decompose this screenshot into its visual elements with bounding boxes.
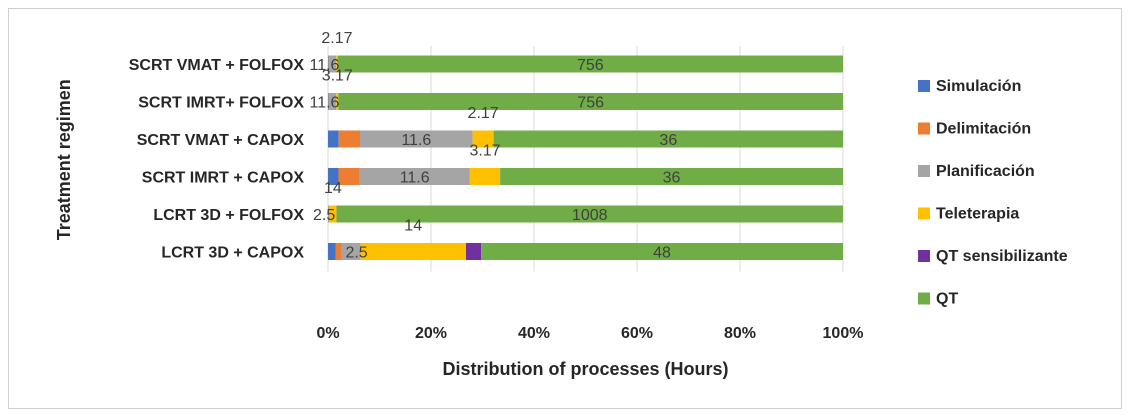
data-label: 3.17 [469, 143, 500, 160]
legend-swatch [918, 80, 930, 92]
data-label: 14 [324, 180, 342, 197]
bar-segment-qt [337, 55, 843, 73]
bar-segment-qt [336, 205, 843, 223]
bar-segment-delimitación [335, 243, 342, 260]
bar-segment-qt [493, 130, 843, 148]
x-tick-label: 0% [316, 325, 339, 342]
bar-segment-delimitación [338, 168, 360, 185]
category-labels: SCRT VMAT + FOLFOX SCRT IMRT+ FOLFOX SCRT … [129, 57, 305, 262]
legend-label: QT sensibilizante [936, 248, 1068, 265]
bar-segment-simulación [328, 243, 336, 260]
x-tick-label: 80% [724, 325, 756, 342]
bar-segment-delimitación [338, 130, 361, 148]
data-labels: 11.62.1775611.63.1775611.62.173611.63.17… [309, 30, 680, 262]
bar-segment-planificación [359, 168, 470, 185]
legend: Simulación Delimitación Planificación Telet… [918, 78, 1068, 308]
bar-segment-qt [338, 93, 843, 110]
legend-label: Simulación [936, 78, 1021, 95]
data-label: 36 [663, 170, 681, 187]
legend-swatch [918, 165, 930, 177]
x-tick-label: 20% [415, 325, 447, 342]
data-label: 3.17 [322, 68, 353, 85]
bar-segment-planificación [328, 205, 330, 223]
bar-segment-planificación [328, 55, 337, 73]
bar-segment-simulación [328, 168, 339, 185]
category-label: SCRT IMRT+ FOLFOX [138, 95, 304, 112]
data-label: 2.5 [313, 207, 335, 224]
legend-label: Delimitación [936, 121, 1031, 138]
data-label: 2.5 [345, 245, 367, 262]
x-tick-label: 60% [621, 325, 653, 342]
data-label: 11.6 [401, 132, 431, 149]
x-axis-title: Distribution of processes (Hours) [442, 359, 728, 379]
bar-segment-teleterapia [472, 130, 494, 148]
data-label: 756 [577, 57, 604, 74]
gridlines [327, 46, 844, 272]
category-label: SCRT IMRT + CAPOX [142, 170, 305, 187]
bar-segment-qt [481, 243, 843, 260]
x-tick-labels: 0% 20% 40% 60% 80% 100% [316, 325, 863, 342]
y-axis-title: Treatment regimen [54, 79, 74, 240]
x-tick-label: 40% [518, 325, 550, 342]
bar-segment-teleterapia [336, 93, 339, 110]
bar-segment-simulación [328, 130, 339, 148]
bar-segment-qt [500, 168, 843, 185]
bars [328, 55, 843, 260]
bar-segment-qt-sensibilizante [465, 243, 482, 260]
category-label: SCRT VMAT + FOLFOX [129, 57, 305, 74]
category-label: LCRT 3D + CAPOX [161, 245, 304, 262]
data-label: 48 [653, 245, 671, 262]
category-label: SCRT VMAT + CAPOX [137, 132, 305, 149]
data-label: 11.6 [309, 57, 339, 74]
legend-label: Teleterapia [936, 206, 1019, 223]
category-label: LCRT 3D + FOLFOX [153, 207, 304, 224]
data-label: 11.6 [400, 170, 430, 187]
legend-label: QT [936, 291, 958, 308]
bar-segment-planificación [341, 243, 361, 260]
legend-swatch [918, 250, 930, 262]
bar-segment-planificación [328, 93, 337, 110]
data-label: 756 [577, 95, 604, 112]
legend-swatch [918, 292, 930, 305]
bar-segment-teleterapia [360, 243, 466, 260]
bar-segment-teleterapia [329, 205, 337, 223]
data-label: 14 [404, 218, 422, 235]
bar-segment-teleterapia [469, 168, 501, 185]
data-label: 11.6 [309, 95, 339, 112]
legend-swatch [918, 122, 930, 135]
bar-segment-planificación [360, 130, 473, 148]
data-label: 1008 [572, 207, 608, 224]
bar-segment-teleterapia [336, 55, 338, 73]
data-label: 2.17 [468, 105, 499, 122]
legend-label: Planificación [936, 163, 1035, 180]
x-tick-label: 100% [823, 325, 864, 342]
legend-swatch [918, 207, 930, 220]
data-label: 2.17 [321, 30, 352, 47]
data-label: 36 [659, 132, 677, 149]
